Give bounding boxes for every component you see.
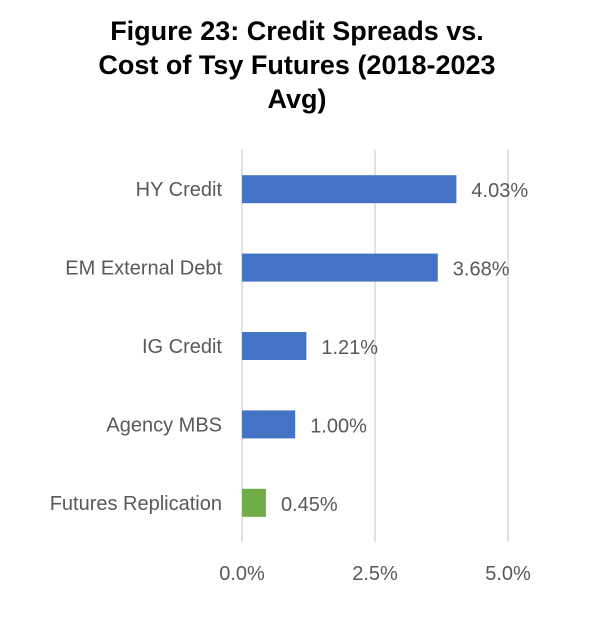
data-label: 3.68% xyxy=(453,259,510,281)
x-tick-label: 0.0% xyxy=(219,563,265,585)
category-label: Agency MBS xyxy=(106,414,222,436)
chart-title: Figure 23: Credit Spreads vs. Cost of Ts… xyxy=(0,14,594,116)
bar xyxy=(242,488,266,517)
category-label: IG Credit xyxy=(142,336,222,358)
data-labels: 4.03% 3.68% 1.21% 1.00% 0.45% xyxy=(281,180,528,516)
chart-title-line-1: Figure 23: Credit Spreads vs. xyxy=(110,16,484,46)
x-tick-label: 5.0% xyxy=(485,563,531,585)
bar xyxy=(242,253,438,282)
data-label: 4.03% xyxy=(471,180,528,202)
category-label: Futures Replication xyxy=(50,493,222,515)
data-label: 1.00% xyxy=(310,415,367,437)
category-label: HY Credit xyxy=(136,179,223,201)
x-tick-label: 2.5% xyxy=(352,563,398,585)
bars xyxy=(242,175,457,517)
bar xyxy=(242,410,296,439)
chart-title-line-3: Avg) xyxy=(267,84,327,114)
bar xyxy=(242,175,457,204)
data-label: 1.21% xyxy=(321,337,378,359)
chart-title-line-2: Cost of Tsy Futures (2018-2023 xyxy=(98,50,496,80)
category-labels: HY Credit EM External Debt IG Credit Agency… xyxy=(50,179,223,515)
bar xyxy=(242,332,307,360)
data-label: 0.45% xyxy=(281,494,338,516)
category-label: EM External Debt xyxy=(65,258,222,280)
x-axis-tick-labels: 0.0% 2.5% 5.0% xyxy=(219,563,531,585)
